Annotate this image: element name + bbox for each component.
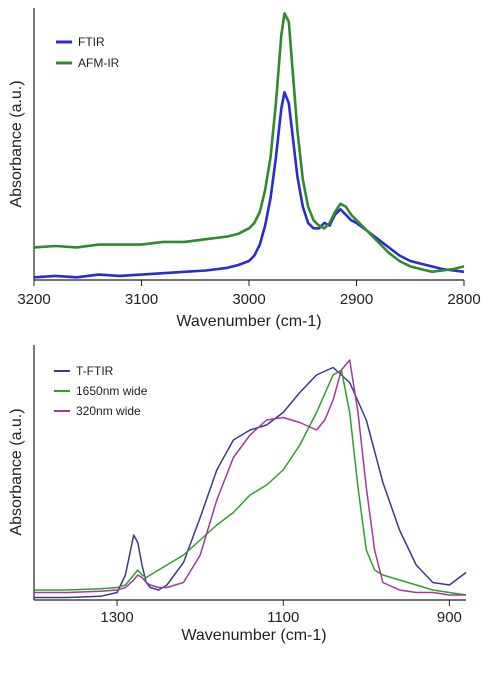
chart-panel-bottom: 1300 1100 900 Wavenumber (cm-1) Absorbance…	[8, 345, 467, 644]
legend-label-1650nm: 1650nm wide	[76, 384, 148, 398]
x-tick-label: 3100	[125, 291, 158, 308]
y-axis-title-top: Absorbance (a.u.)	[8, 80, 25, 207]
legend-label-320nm: 320nm wide	[76, 404, 141, 418]
chart-panel-top: 3200 3100 3000 2900 2800 Wavenumber (cm-1) A…	[8, 8, 481, 330]
legend-bottom: T-FTIR 1650nm wide 320nm wide	[54, 364, 148, 418]
legend-label-afm-ir: AFM-IR	[78, 56, 120, 70]
series-line-t-ftir	[34, 366, 467, 599]
x-tick-label: 900	[437, 609, 462, 626]
series-line-afm-ir	[33, 12, 465, 274]
x-tick-label: 1100	[267, 609, 299, 626]
x-ticks-top: 3200 3100 3000 2900 2800	[17, 280, 481, 308]
x-axis-title-top: Wavenumber (cm-1)	[176, 313, 321, 330]
series-group-top	[33, 12, 465, 279]
x-tick-label: 1300	[100, 609, 133, 626]
x-tick-label: 3000	[232, 291, 265, 308]
x-tick-label: 2800	[447, 291, 480, 308]
series-line-ftir	[33, 91, 465, 279]
legend-label-ftir: FTIR	[78, 35, 105, 49]
legend-label-t-ftir: T-FTIR	[76, 364, 114, 378]
legend-top: FTIR AFM-IR	[56, 35, 120, 70]
x-ticks-bottom: 1300 1100 900	[100, 600, 462, 626]
x-axis-title-bottom: Wavenumber (cm-1)	[181, 627, 326, 644]
series-line-320nm-wide	[34, 359, 466, 596]
y-axis-title-bottom: Absorbance (a.u.)	[8, 408, 25, 535]
x-tick-label: 3200	[17, 291, 50, 308]
x-tick-label: 2900	[340, 291, 373, 308]
series-group-bottom	[34, 359, 467, 599]
